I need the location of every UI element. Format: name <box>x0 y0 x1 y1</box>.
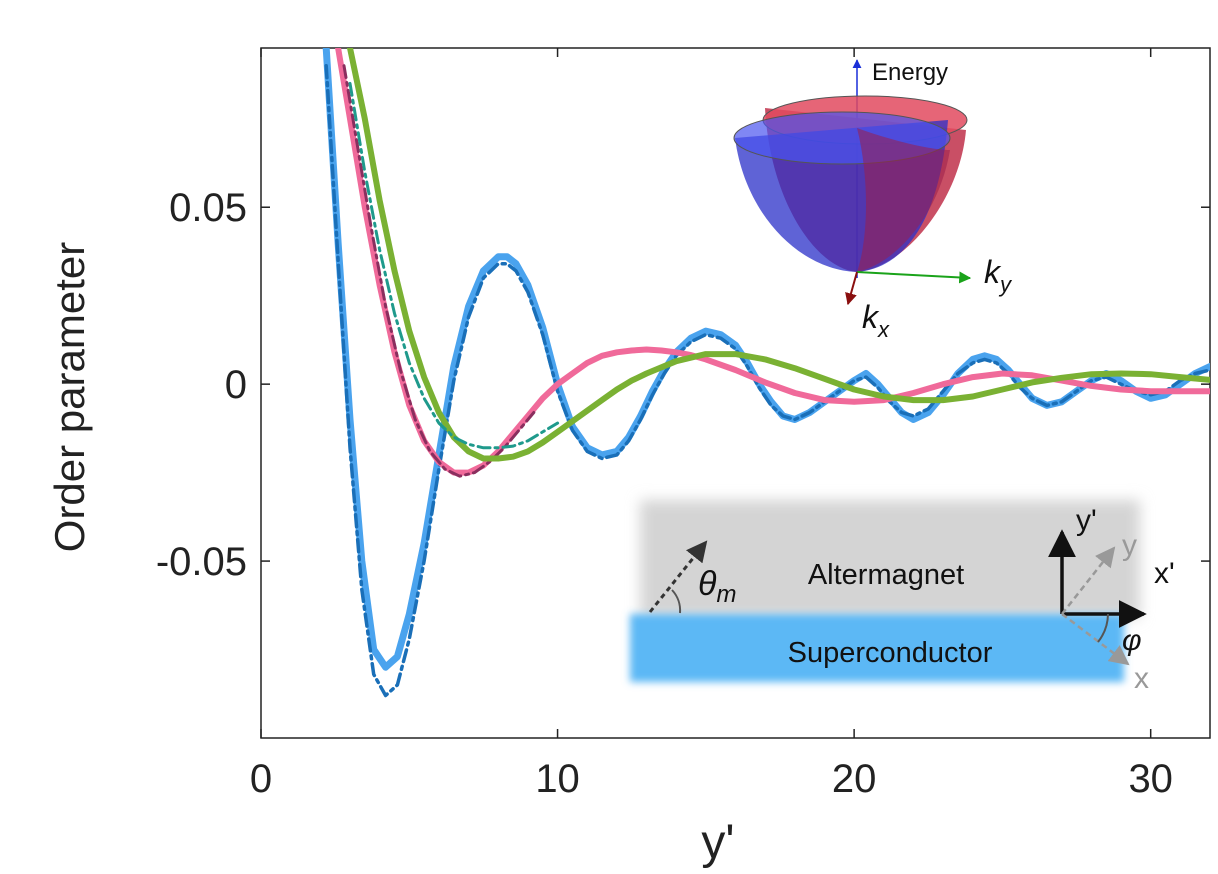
phi-arc <box>1097 613 1109 643</box>
y-label: y <box>1122 529 1137 562</box>
series-line-pink_dashed <box>342 64 536 478</box>
x-tick-label: 10 <box>535 757 580 801</box>
x-label: x <box>1134 662 1149 695</box>
y-axis-label: Order parameter <box>46 242 93 552</box>
series-line-blue_dashed <box>324 63 1210 698</box>
y-tick-label: 0.05 <box>169 186 247 230</box>
tick-layer: 0 10 20 30 -0.05 0 0.05 <box>156 48 1210 801</box>
kx-label: kx <box>862 299 890 342</box>
x-axis-label: y' <box>701 816 734 869</box>
kx-axis-arrow <box>845 271 858 306</box>
theta-label: θm <box>698 565 736 608</box>
x-axis-arrow <box>1061 613 1130 666</box>
altermagnet-label: Altermagnet <box>808 559 964 591</box>
x-tick-label: 20 <box>832 757 877 801</box>
energy-label: Energy <box>872 59 948 86</box>
theta-arc <box>671 589 682 614</box>
x-prime-label: x' <box>1154 557 1175 590</box>
band-inset: Energy ky kx <box>733 59 1013 342</box>
ky-axis-arrow <box>856 271 972 284</box>
altermagnet-region <box>640 500 1140 618</box>
series-layer <box>322 48 1210 698</box>
superconductor-region <box>630 614 1124 682</box>
series-line-green_dashed <box>348 81 560 450</box>
x-tick-label: 30 <box>1128 757 1173 801</box>
x-tick-label: 0 <box>250 757 272 801</box>
band-overlap <box>857 128 950 272</box>
phi-label: φ <box>1122 624 1142 657</box>
magnetization-arrow <box>648 540 708 613</box>
y-tick-label: 0 <box>225 363 247 407</box>
ky-label: ky <box>984 254 1013 297</box>
y-axis-arrow <box>1061 546 1116 615</box>
series-line-green <box>347 48 1210 462</box>
y-prime-label: y' <box>1076 504 1097 537</box>
interface-inset: Altermagnet Superconductor θm y' x' y x … <box>630 500 1175 695</box>
superconductor-label: Superconductor <box>788 637 993 669</box>
y-tick-label: -0.05 <box>156 540 247 584</box>
